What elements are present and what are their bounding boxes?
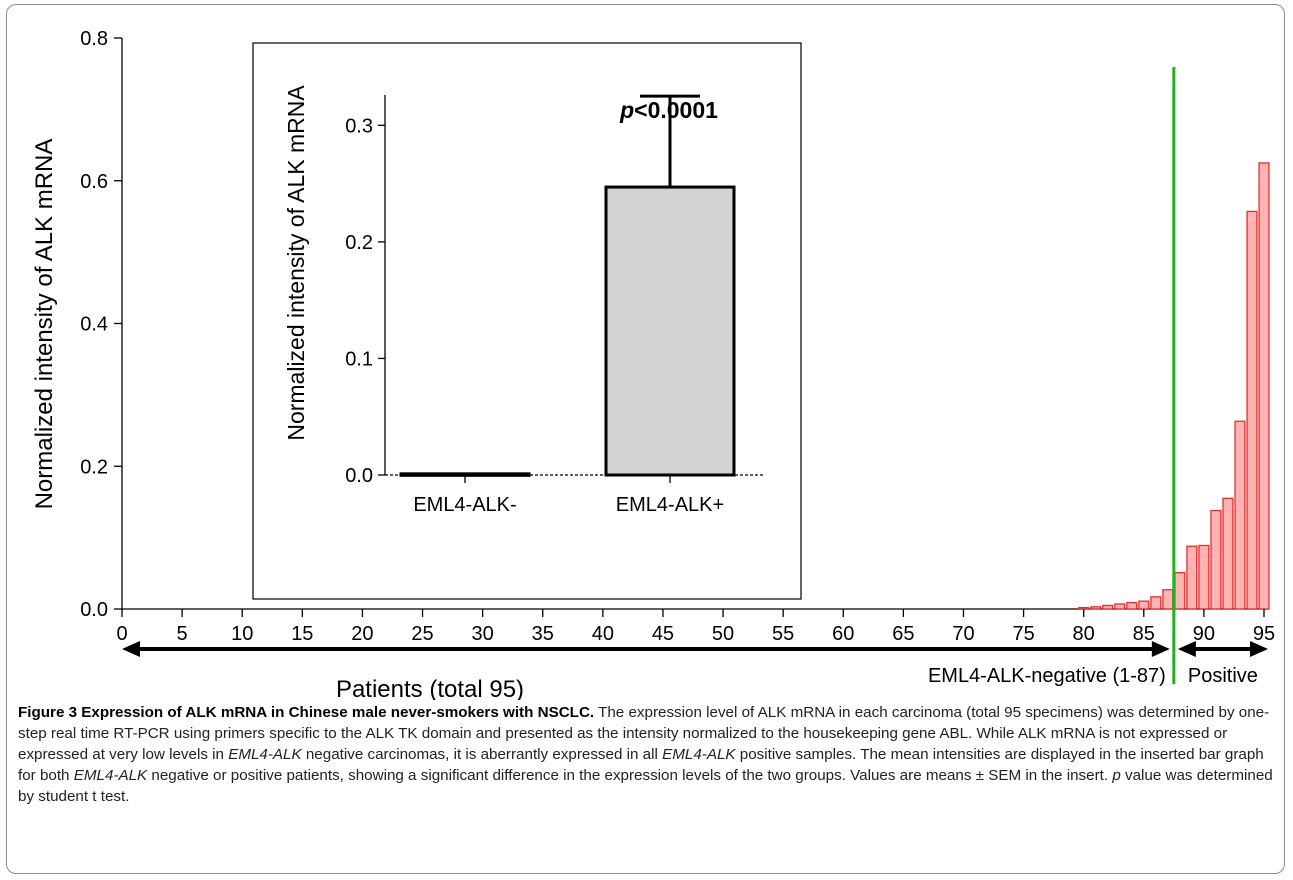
inset-y-tick-label: 0.2 [345, 232, 373, 254]
main-bar [1186, 545, 1198, 610]
caption-gene: EML4-ALK [662, 746, 736, 763]
positive-arrow-head [1250, 641, 1268, 657]
main-group-arrows: EML4-ALK-negative (1-87) Positive [122, 641, 1268, 687]
main-x-tick-label: 75 [1012, 623, 1034, 645]
main-bar [1102, 604, 1114, 610]
inset-y-tick-label: 0.3 [345, 115, 373, 137]
main-bar [1162, 589, 1174, 610]
inset-y-axis-label: Normalized intensity of ALK mRNA [283, 85, 309, 441]
inset-y-tick-label: 0.1 [345, 348, 373, 370]
main-x-tick-label: 35 [532, 623, 554, 645]
main-x-tick-label: 90 [1193, 623, 1215, 645]
main-y-tick-label: 0.6 [80, 171, 108, 193]
main-x-axis-label: Patients (total 95) [336, 676, 524, 700]
caption-text: negative carcinomas, it is aberrantly ex… [301, 746, 663, 763]
caption-gene: EML4-ALK [228, 746, 302, 763]
main-x-tick-label: 20 [351, 623, 373, 645]
main-bars [1078, 162, 1270, 610]
main-y-axis-label: Normalized intensity of ALK mRNA [31, 139, 58, 510]
inset-chart: Normalized intensity of ALK mRNA 0.0 0.1 0… [252, 42, 802, 600]
main-chart: Normalized intensity of ALK mRNA Patient… [31, 28, 1275, 700]
main-x-tick-label: 40 [592, 623, 614, 645]
main-y-tick-label: 0.0 [80, 599, 108, 621]
inset-p-value: p<0.0001 [619, 97, 718, 123]
figure-frame [6, 4, 1285, 874]
main-x-tick-label: 65 [892, 623, 914, 645]
main-x-tick-label: 10 [231, 623, 253, 645]
inset-y-tick-label: 0.0 [345, 465, 373, 487]
main-x-tick-label: 55 [772, 623, 794, 645]
figure-caption: Figure 3 Expression of ALK mRNA in Chine… [18, 702, 1276, 807]
negative-group-label: EML4-ALK-negative (1-87) [928, 665, 1166, 687]
main-bar [1258, 162, 1270, 610]
main-y-tick-label: 0.2 [80, 456, 108, 478]
main-x-tick-label: 80 [1073, 623, 1095, 645]
main-x-tick-label: 85 [1133, 623, 1155, 645]
inset-x-tick-label: EML4-ALK- [413, 494, 516, 516]
caption-text: The expression level of ALK mRNA in each… [18, 704, 1270, 763]
positive-group-label: Positive [1188, 665, 1258, 687]
main-x-tick-label: 60 [832, 623, 854, 645]
main-bar [1198, 544, 1210, 610]
main-bar [1234, 420, 1246, 610]
main-bar [1174, 571, 1186, 610]
positive-arrow-head [1177, 641, 1196, 657]
main-x-tick-label: 70 [952, 623, 974, 645]
main-bar [1150, 596, 1162, 610]
caption-text: positive samples. The mean intensities a… [18, 746, 1264, 784]
main-x-tick-label: 25 [411, 623, 433, 645]
caption-gene: EML4-ALK [73, 767, 148, 784]
caption-text: value was determined by student t test. [18, 767, 1273, 805]
main-bar [1246, 210, 1258, 610]
main-bar [1114, 603, 1126, 610]
main-ticks: 0.0 0.2 0.4 0.6 0.8 0 5 10 15 20 25 30 35 40 45 50 55 60 6… [80, 28, 1275, 645]
main-bar [1090, 606, 1102, 610]
caption-text: negative or positive patients, showing a… [147, 767, 1113, 784]
main-bar [1078, 606, 1090, 610]
main-x-tick-label: 45 [652, 623, 674, 645]
main-bar [1210, 509, 1222, 610]
main-y-tick-label: 0.4 [80, 314, 108, 336]
main-x-tick-label: 5 [177, 623, 188, 645]
main-x-tick-label: 30 [472, 623, 494, 645]
caption-p: p [1112, 767, 1121, 784]
inset-bar [604, 185, 736, 477]
main-y-tick-label: 0.8 [80, 28, 108, 50]
main-x-tick-label: 0 [116, 623, 127, 645]
inset-x-tick-label: EML4-ALK+ [616, 494, 724, 516]
caption-title: Figure 3 Expression of ALK mRNA in Chine… [18, 704, 595, 721]
figure-chart: Normalized intensity of ALK mRNA Patient… [31, 28, 1275, 700]
main-x-tick-label: 15 [291, 623, 313, 645]
main-bar [1138, 600, 1150, 610]
negative-arrow-head [1151, 641, 1170, 657]
inset-bars: EML4-ALK- EML4-ALK+ [399, 94, 736, 516]
main-bar [1126, 601, 1138, 610]
main-x-tick-label: 50 [712, 623, 734, 645]
main-x-tick-label: 95 [1253, 623, 1275, 645]
negative-arrow-head [122, 641, 140, 657]
main-bar [1222, 497, 1234, 610]
